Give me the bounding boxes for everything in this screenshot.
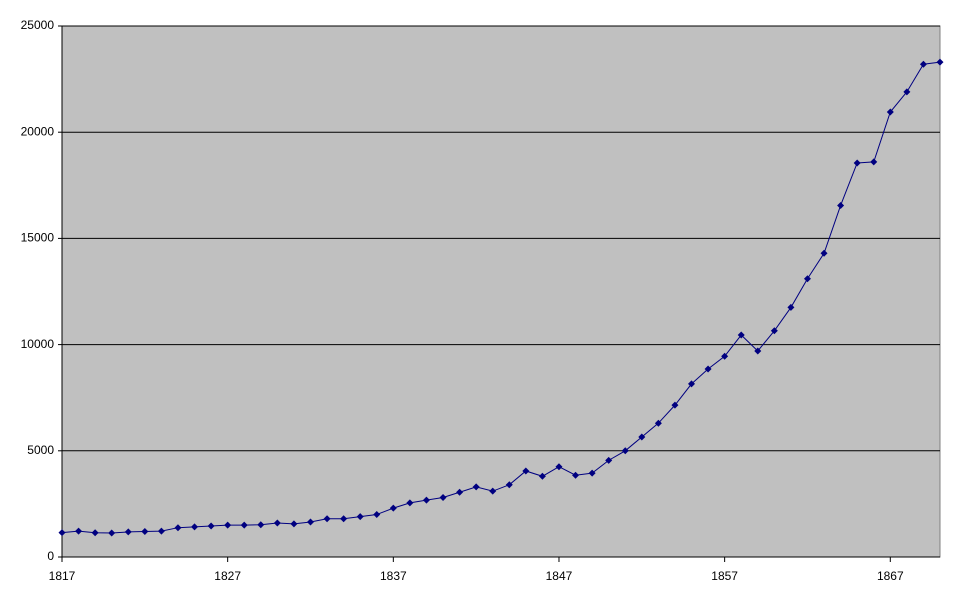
marker [605,456,613,464]
marker [207,522,215,530]
y-tick-label: 10000 [21,337,55,351]
marker [257,521,265,529]
marker [621,447,629,455]
marker [787,303,795,311]
x-tick-label: 1847 [546,569,573,583]
marker [174,524,182,532]
marker [306,518,314,526]
marker [75,527,83,535]
plot-area [61,25,941,558]
marker [671,401,679,409]
y-tick-label: 25000 [21,18,55,32]
x-tick-label: 1837 [380,569,407,583]
marker [820,249,828,257]
marker [489,487,497,495]
marker [522,467,530,475]
marker [323,515,331,523]
marker [91,529,99,537]
marker [273,519,281,527]
marker [803,275,811,283]
marker [770,327,778,335]
marker [58,529,66,537]
marker [389,504,397,512]
marker [688,380,696,388]
marker [456,488,464,496]
marker [356,513,364,521]
marker [240,521,248,529]
marker [439,494,447,502]
x-tick-label: 1867 [877,569,904,583]
marker [936,58,944,66]
marker [141,528,149,536]
marker [721,352,729,360]
marker [406,499,414,507]
marker [124,528,132,536]
marker [538,472,546,480]
marker [754,347,762,355]
marker [290,520,298,528]
y-tick-label: 20000 [21,124,55,138]
marker [837,201,845,209]
marker [654,419,662,427]
marker [903,88,911,96]
x-tick-label: 1817 [49,569,76,583]
y-tick-label: 15000 [21,231,55,245]
marker [191,523,199,531]
marker [886,108,894,116]
y-tick-label: 0 [47,549,54,563]
marker [588,469,596,477]
marker [373,511,381,519]
marker [340,515,348,523]
marker [224,521,232,529]
marker [422,496,430,504]
marker [638,433,646,441]
marker [505,481,513,489]
marker [853,159,861,167]
x-tick-label: 1827 [214,569,241,583]
marker [108,529,116,537]
marker [737,331,745,339]
marker [157,527,165,535]
marker [572,471,580,479]
marker [472,483,480,491]
marker [870,158,878,166]
y-tick-label: 5000 [27,443,54,457]
marker [704,365,712,373]
marker [555,463,563,471]
marker [919,60,927,68]
x-tick-label: 1857 [711,569,738,583]
